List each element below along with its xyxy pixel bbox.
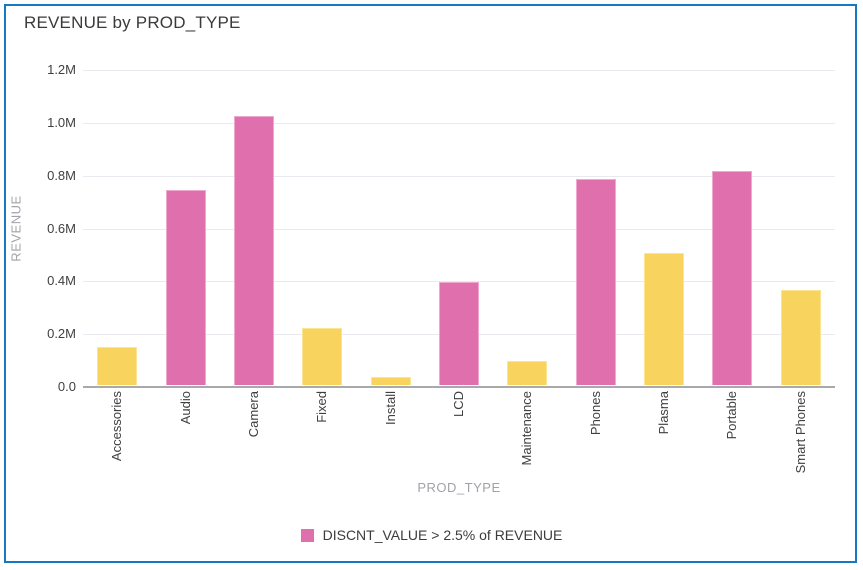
x-tick-label: Fixed [314,391,330,423]
bar-maintenance[interactable] [507,361,548,385]
bar-phones[interactable] [575,178,616,385]
x-tick-label: Phones [587,391,603,436]
y-tick-label: 0.6M [47,220,76,236]
legend-swatch-icon [300,528,314,542]
x-tick-label: Smart Phones [792,391,808,474]
bar-fixed[interactable] [302,328,343,385]
x-tick-label: Camera [245,391,261,438]
gridline [83,228,835,230]
bar-plasma[interactable] [644,252,685,385]
bar-install[interactable] [370,377,411,385]
x-axis-line [83,386,835,388]
y-tick-label: 1.2M [47,62,76,77]
gridline [83,70,835,71]
x-tick-label: Audio [177,391,193,425]
x-tick-label: Maintenance [519,391,535,466]
y-tick-label: 1.0M [47,114,76,130]
bar-lcd[interactable] [439,281,479,385]
y-tick-label: 0.2M [47,326,76,342]
x-tick-label: LCD [451,391,466,418]
y-tick-label: 0.4M [47,273,76,289]
y-tick-label: 0.8M [47,167,76,183]
x-tick-label: Portable [724,391,740,440]
x-tick-label: Accessories [109,391,125,462]
x-tick-label: Install [382,391,398,425]
plot-area [83,70,835,388]
legend-label: DISCNT_VALUE > 2.5% of REVENUE [322,527,563,543]
gridline [83,175,835,177]
x-axis-tick-labels: Accessories Audio Camera Fixed Install LCD Mai… [83,391,835,487]
gridline [83,281,835,283]
bar-audio[interactable] [165,189,206,385]
x-tick-label: Plasma [656,391,672,435]
y-tick-label: 0.0 [57,379,76,394]
bar-camera[interactable] [233,115,274,385]
x-axis-title: PROD_TYPE [417,480,501,495]
legend[interactable]: DISCNT_VALUE > 2.5% of REVENUE [0,527,863,543]
y-axis-tick-labels: 1.2M 1.0M 0.8M 0.6M 0.4M 0.2M 0.0 [0,62,76,394]
chart-title: REVENUE by PROD_TYPE [24,13,241,32]
bar-smart-phones[interactable] [780,289,821,385]
bar-accessories[interactable] [97,346,138,385]
bar-portable[interactable] [712,171,753,385]
gridline [83,122,835,124]
